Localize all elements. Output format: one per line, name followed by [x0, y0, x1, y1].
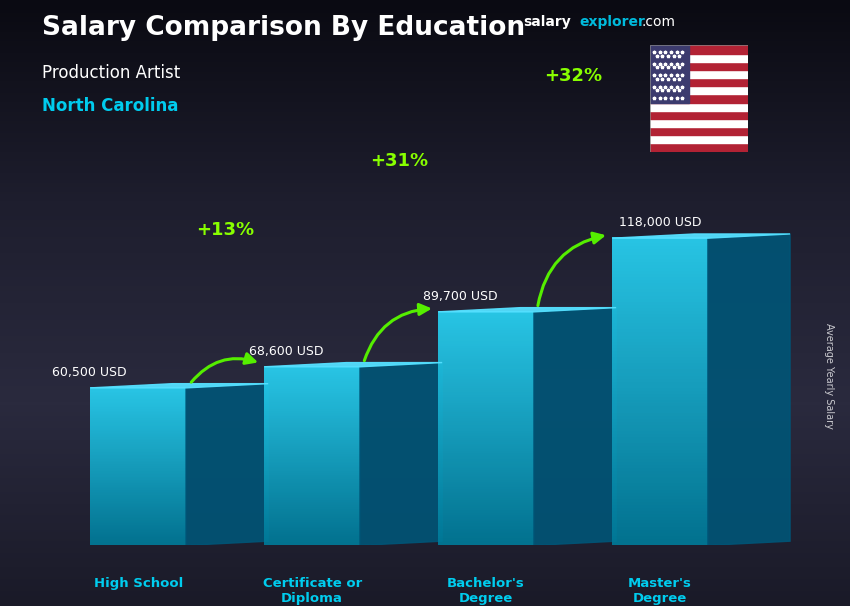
Polygon shape	[612, 234, 790, 238]
Bar	[650, 102, 748, 111]
Bar	[650, 111, 748, 119]
Polygon shape	[534, 308, 616, 545]
Text: Master's
Degree: Master's Degree	[628, 577, 692, 605]
Text: 118,000 USD: 118,000 USD	[619, 216, 701, 230]
Bar	[650, 95, 748, 102]
Text: Salary Comparison By Education: Salary Comparison By Education	[42, 15, 525, 41]
Text: .com: .com	[642, 15, 676, 29]
Polygon shape	[186, 384, 269, 545]
Bar	[650, 62, 748, 70]
Text: explorer: explorer	[580, 15, 645, 29]
Bar	[650, 86, 748, 95]
Text: 68,600 USD: 68,600 USD	[249, 345, 323, 358]
Text: 89,700 USD: 89,700 USD	[422, 290, 497, 303]
FancyArrowPatch shape	[365, 304, 428, 361]
Bar	[650, 144, 748, 152]
Text: Certificate or
Diploma: Certificate or Diploma	[263, 577, 362, 605]
Text: High School: High School	[94, 577, 183, 590]
Polygon shape	[708, 234, 790, 545]
Text: Production Artist: Production Artist	[42, 64, 181, 82]
Polygon shape	[264, 362, 442, 367]
Polygon shape	[90, 384, 269, 388]
Polygon shape	[360, 362, 442, 545]
Text: +32%: +32%	[544, 67, 602, 85]
Bar	[650, 135, 748, 144]
Bar	[650, 45, 689, 102]
Bar	[650, 70, 748, 78]
Bar	[650, 45, 748, 53]
Text: 60,500 USD: 60,500 USD	[52, 366, 127, 379]
Text: Average Yearly Salary: Average Yearly Salary	[824, 323, 834, 428]
FancyArrowPatch shape	[538, 233, 603, 305]
Text: salary: salary	[523, 15, 570, 29]
Text: North Carolina: North Carolina	[42, 97, 178, 115]
Text: +13%: +13%	[196, 221, 254, 239]
Bar	[650, 127, 748, 135]
Bar	[650, 119, 748, 127]
Text: Bachelor's
Degree: Bachelor's Degree	[447, 577, 525, 605]
Bar	[650, 78, 748, 86]
Polygon shape	[439, 308, 616, 312]
Bar	[650, 53, 748, 62]
Text: +31%: +31%	[370, 152, 428, 170]
FancyArrowPatch shape	[191, 354, 255, 382]
